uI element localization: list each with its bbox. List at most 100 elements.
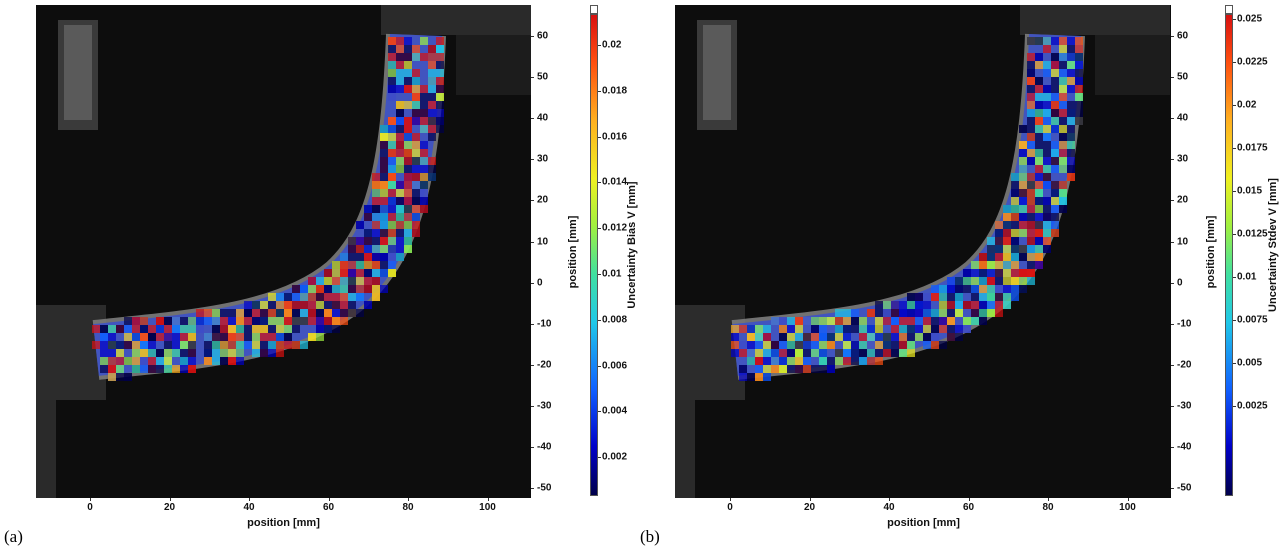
heatmap-cell bbox=[252, 317, 260, 325]
heatmap-cell bbox=[436, 101, 444, 109]
heatmap-cell bbox=[1011, 205, 1019, 213]
heatmap-cell bbox=[1027, 173, 1035, 181]
heatmap-cell bbox=[795, 349, 803, 357]
heatmap-cell bbox=[268, 309, 276, 317]
y-tick-label: 0 bbox=[1177, 277, 1183, 289]
heatmap-cell bbox=[867, 357, 875, 365]
heatmap-cell bbox=[1067, 85, 1075, 93]
heatmap-cell bbox=[1067, 45, 1075, 53]
heatmap-cell bbox=[1027, 117, 1035, 125]
heatmap-cell bbox=[380, 125, 388, 133]
y-tick-mark bbox=[531, 118, 534, 120]
heatmap-cell bbox=[1027, 141, 1035, 149]
heatmap-cell bbox=[388, 117, 396, 125]
heatmap-cell bbox=[260, 301, 268, 309]
heatmap-cell bbox=[260, 349, 268, 357]
y-tick-label: -30 bbox=[537, 400, 552, 412]
heatmap-cell bbox=[1043, 93, 1051, 101]
y-tick-mark bbox=[1171, 200, 1174, 202]
heatmap-cell bbox=[380, 261, 388, 269]
x-tick-mark bbox=[730, 498, 731, 501]
heatmap-cell bbox=[396, 125, 404, 133]
heatmap-cell bbox=[396, 229, 404, 237]
heatmap-cell bbox=[763, 325, 771, 333]
heatmap-cell bbox=[843, 357, 851, 365]
heatmap-cell bbox=[380, 229, 388, 237]
heatmap-cell bbox=[260, 341, 268, 349]
heatmap-cell bbox=[100, 357, 108, 365]
heatmap-cell bbox=[1011, 189, 1019, 197]
colorbar-tick-label: 0.01 bbox=[602, 268, 622, 280]
heatmap-cell bbox=[923, 317, 931, 325]
heatmap-cell bbox=[1067, 149, 1075, 157]
heatmap-cell bbox=[164, 317, 172, 325]
heatmap-cell bbox=[995, 293, 1003, 301]
colorbar-tick-mark bbox=[598, 182, 601, 184]
heatmap-cell bbox=[164, 325, 172, 333]
heatmap-cell bbox=[348, 309, 356, 317]
heatmap-cell bbox=[396, 45, 404, 53]
heatmap-cell bbox=[436, 125, 444, 133]
heatmap-cell bbox=[180, 341, 188, 349]
heatmap-cell bbox=[148, 349, 156, 357]
heatmap-cell bbox=[1019, 165, 1027, 173]
heatmap-cell bbox=[787, 317, 795, 325]
heatmap-cell bbox=[1035, 261, 1043, 269]
y-tick-mark bbox=[531, 364, 534, 366]
heatmap-cell bbox=[987, 285, 995, 293]
heatmap-cell bbox=[835, 325, 843, 333]
heatmap-cell bbox=[1019, 173, 1027, 181]
heatmap-cell bbox=[348, 261, 356, 269]
heatmap-cell bbox=[1051, 205, 1059, 213]
colorbar-tick-mark bbox=[1233, 320, 1236, 321]
heatmap-cell bbox=[404, 85, 412, 93]
heatmap-cell bbox=[420, 53, 428, 61]
heatmap-cell bbox=[332, 293, 340, 301]
heatmap-cell bbox=[1019, 245, 1027, 253]
heatmap-cell bbox=[404, 157, 412, 165]
y-tick-label: -50 bbox=[537, 482, 552, 494]
heatmap-cell bbox=[955, 333, 963, 341]
heatmap-cell bbox=[100, 349, 108, 357]
y-tick-mark bbox=[531, 488, 534, 490]
heatmap-cell bbox=[763, 365, 771, 373]
heatmap-cell bbox=[811, 349, 819, 357]
heatmap-cell bbox=[859, 333, 867, 341]
x-tick-mark bbox=[1127, 498, 1129, 501]
heatmap-cell bbox=[188, 349, 196, 357]
heatmap-cell bbox=[1043, 197, 1051, 205]
heatmap-cell bbox=[412, 205, 420, 213]
heatmap-cell bbox=[396, 221, 404, 229]
heatmap-cell bbox=[907, 317, 915, 325]
heatmap-cell bbox=[955, 301, 963, 309]
heatmap-cell bbox=[1067, 53, 1075, 61]
heatmap-cell bbox=[396, 109, 404, 117]
heatmap-cell bbox=[372, 221, 380, 229]
heatmap-cell bbox=[883, 349, 891, 357]
heatmap-cell bbox=[436, 85, 444, 93]
heatmap-cell bbox=[1019, 269, 1027, 277]
heatmap-cell bbox=[180, 357, 188, 365]
heatmap-cell bbox=[372, 261, 380, 269]
heatmap-cell bbox=[1059, 205, 1067, 213]
heatmap-cell bbox=[843, 325, 851, 333]
heatmap-cell bbox=[252, 309, 260, 317]
heatmap-cell bbox=[1075, 85, 1083, 93]
heatmap-cell bbox=[947, 333, 955, 341]
heatmap-cell bbox=[987, 253, 995, 261]
heatmap-cell bbox=[1027, 53, 1035, 61]
y-tick-label: 40 bbox=[1177, 112, 1189, 124]
heatmap-cell bbox=[955, 277, 963, 285]
heatmap-cell bbox=[228, 325, 236, 333]
heatmap-cell bbox=[1027, 37, 1035, 45]
heatmap-cell bbox=[771, 357, 779, 365]
heatmap-cell bbox=[995, 229, 1003, 237]
heatmap-cell bbox=[412, 157, 420, 165]
heatmap-cell bbox=[228, 333, 236, 341]
heatmap-cell bbox=[268, 293, 276, 301]
heatmap-cell bbox=[907, 325, 915, 333]
x-tick-mark bbox=[169, 498, 171, 501]
heatmap-cell bbox=[1067, 37, 1075, 45]
heatmap-cell bbox=[188, 357, 196, 365]
heatmap-cell bbox=[396, 181, 404, 189]
